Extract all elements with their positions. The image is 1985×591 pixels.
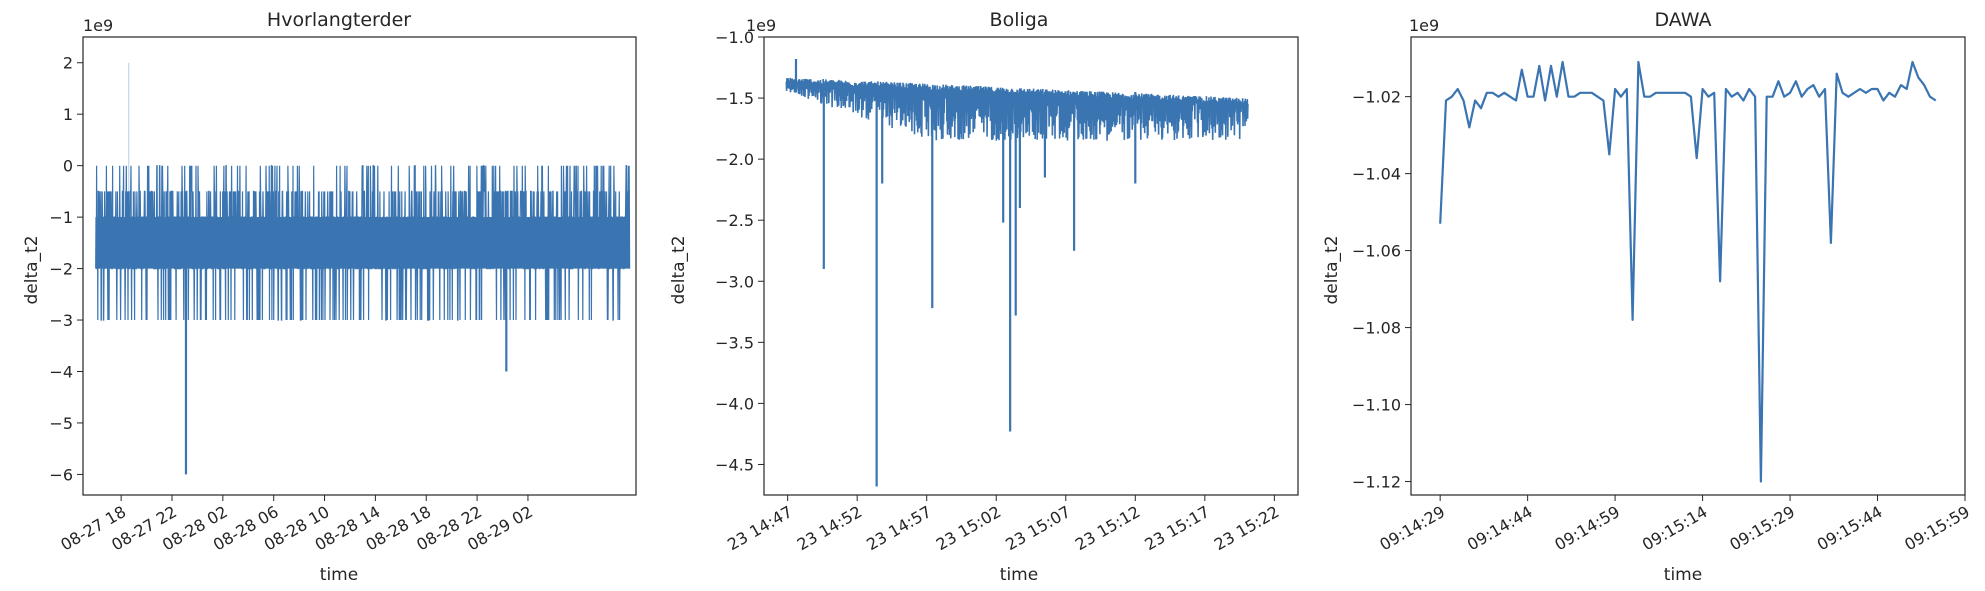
y-offset-label: 1e9: [1409, 16, 1439, 35]
x-tick-label: 09:15:14: [1639, 502, 1711, 554]
y-tick-label: −1.08: [1352, 319, 1401, 338]
y-tick-label: −5: [49, 414, 73, 433]
y-tick-label: −3: [49, 311, 73, 330]
y-axis-label: delta_t2: [669, 235, 689, 304]
x-tick-label: 09:15:29: [1726, 502, 1798, 554]
dense-band: [95, 217, 630, 269]
x-tick-label: 09:15:44: [1814, 502, 1886, 554]
x-tick-label: 23 14:52: [794, 502, 865, 554]
chart-boliga: Boliga 1e9 time delta_t2 −1.0 −1.5 −2.0 −2.…: [669, 9, 1299, 585]
y-tick-label: −3.0: [715, 272, 754, 291]
y-tick-label: −2.5: [715, 211, 754, 230]
x-tick-label: 09:15:59: [1901, 502, 1973, 554]
y-tick-label: −4.5: [715, 455, 754, 474]
y-tick-label: −2: [49, 260, 73, 279]
plot-frame: [1410, 36, 1966, 496]
chart-title: Hvorlangterder: [267, 9, 411, 31]
y-axis-label: delta_t2: [1322, 235, 1342, 304]
x-tick-label: 23 15:07: [1002, 502, 1073, 554]
x-tick-label: 23 14:57: [863, 502, 934, 554]
x-tick-label: 09:14:29: [1376, 502, 1448, 554]
y-tick-label: −2.0: [715, 150, 754, 169]
y-tick-label: −1.10: [1352, 396, 1401, 415]
x-tick-label: 23 15:17: [1141, 502, 1212, 554]
plot-frame: [763, 36, 1299, 496]
x-tick-label: 23 15:02: [933, 502, 1004, 554]
y-tick-label: 2: [63, 54, 73, 73]
x-tick-label: 23 14:47: [724, 502, 795, 554]
y-tick-label: −1.0: [715, 28, 754, 47]
x-tick-label: 23 15:12: [1072, 502, 1143, 554]
x-axis-label: time: [1664, 565, 1702, 585]
chart-dawa: DAWA 1e9 time delta_t2 −1.02 −1.04 −1.06 −1…: [1322, 9, 1973, 585]
y-offset-label: 1e9: [83, 16, 113, 35]
y-tick-label: −4.0: [715, 394, 754, 413]
series-line: [95, 165, 631, 321]
x-axis-label: time: [320, 565, 358, 585]
y-tick-label: −1.12: [1352, 473, 1401, 492]
y-tick-label: −1.5: [715, 89, 754, 108]
y-tick-label: −1: [49, 208, 73, 227]
x-tick-label: 09:14:44: [1464, 502, 1536, 554]
y-tick-label: −3.5: [715, 333, 754, 352]
y-tick-label: 1: [63, 105, 73, 124]
x-tick-label: 09:14:59: [1551, 502, 1623, 554]
y-tick-label: −1.06: [1352, 242, 1401, 261]
y-tick-label: −1.04: [1352, 165, 1401, 184]
y-tick-label: 0: [63, 157, 73, 176]
y-axis-label: delta_t2: [22, 235, 42, 304]
chart-title: DAWA: [1655, 9, 1712, 31]
y-tick-label: −6: [49, 465, 73, 484]
chart-hvorlangterder: Hvorlangterder 1e9 time delta_t2 2 1 0 −1 −2…: [22, 9, 637, 585]
chart-title: Boliga: [990, 9, 1049, 31]
x-tick-label: 23 15:22: [1211, 502, 1282, 554]
series-line: [1439, 60, 1937, 483]
y-offset-label: 1e9: [746, 16, 776, 35]
series-line: [785, 77, 1249, 141]
y-tick-label: −1.02: [1352, 88, 1401, 107]
x-axis-label: time: [1000, 565, 1038, 585]
plot-frame: [82, 36, 637, 496]
y-tick-label: −4: [49, 362, 73, 381]
